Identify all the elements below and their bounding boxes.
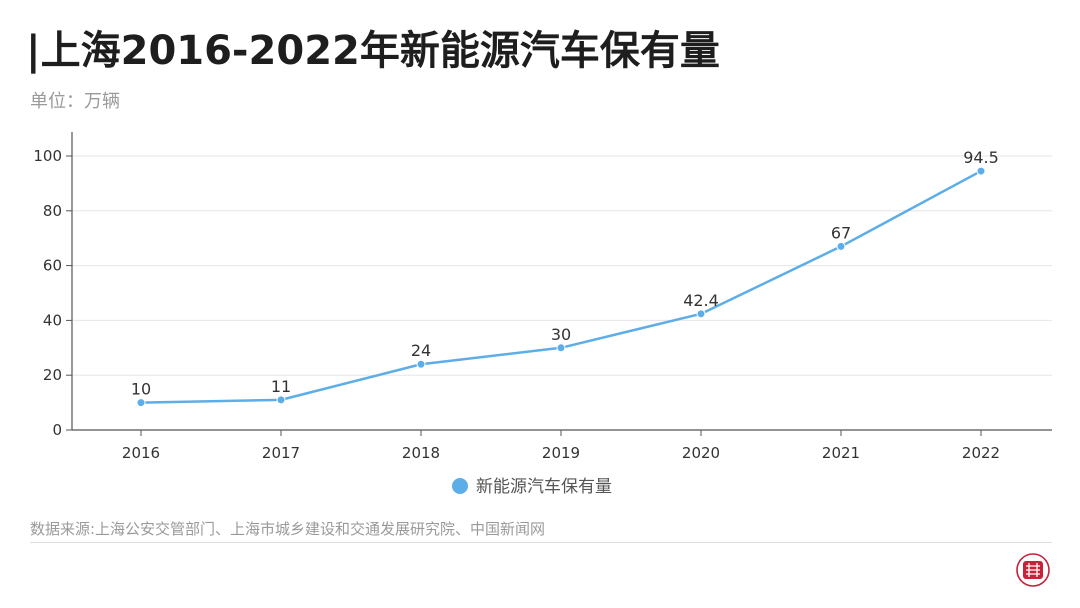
x-tick-label: 2021 bbox=[822, 444, 860, 462]
data-point bbox=[696, 309, 706, 319]
data-label: 30 bbox=[551, 325, 571, 344]
x-tick-label: 2016 bbox=[122, 444, 160, 462]
y-tick-label: 0 bbox=[52, 421, 62, 439]
data-label: 11 bbox=[271, 377, 291, 396]
data-label: 67 bbox=[831, 223, 851, 242]
data-point bbox=[556, 343, 566, 353]
y-tick-label: 80 bbox=[43, 202, 62, 220]
data-point bbox=[976, 166, 986, 176]
data-label: 10 bbox=[131, 380, 151, 399]
legend-marker bbox=[452, 478, 468, 494]
legend[interactable]: 新能源汽车保有量 bbox=[452, 477, 612, 497]
y-tick-label: 60 bbox=[43, 257, 62, 275]
unit-label: 单位：万辆 bbox=[30, 91, 120, 112]
data-point bbox=[136, 398, 146, 408]
data-labels: 10 11 24 30 42.4 67 94.5 bbox=[131, 148, 999, 399]
footer-divider bbox=[30, 542, 1052, 543]
data-label: 94.5 bbox=[963, 148, 999, 167]
grid-lines bbox=[72, 155, 1052, 376]
brand-logo-icon bbox=[1016, 553, 1050, 587]
y-tick-label: 40 bbox=[43, 311, 62, 329]
series bbox=[136, 166, 986, 408]
legend-label: 新能源汽车保有量 bbox=[476, 477, 612, 497]
x-tick-label: 2022 bbox=[962, 444, 1000, 462]
data-point bbox=[836, 241, 846, 251]
y-tick-label: 100 bbox=[33, 147, 62, 165]
data-point bbox=[276, 395, 286, 405]
y-tick-label: 20 bbox=[43, 366, 62, 384]
x-tick-label: 2019 bbox=[542, 444, 580, 462]
chart-title: |上海2016-2022年新能源汽车保有量 bbox=[26, 28, 720, 74]
data-label: 24 bbox=[411, 341, 431, 360]
x-tick-label: 2020 bbox=[682, 444, 720, 462]
x-tick-label: 2018 bbox=[402, 444, 440, 462]
x-tick-label: 2017 bbox=[262, 444, 300, 462]
axes: 0 20 40 60 80 100 2016 2017 2018 2019 2020 2021 2022 bbox=[33, 132, 1052, 462]
data-source: 数据来源:上海公安交管部门、上海市城乡建设和交通发展研究院、中国新闻网 bbox=[30, 520, 546, 538]
series-line bbox=[139, 169, 983, 404]
data-label: 42.4 bbox=[683, 291, 719, 310]
data-point bbox=[416, 359, 426, 369]
